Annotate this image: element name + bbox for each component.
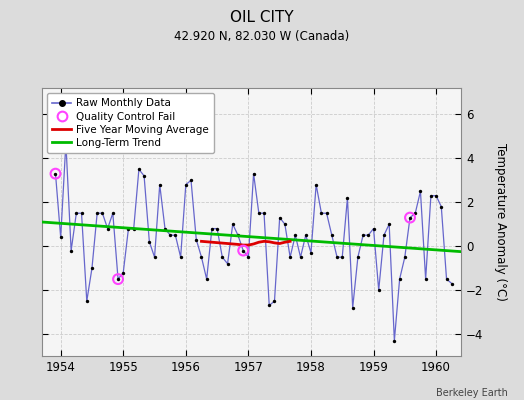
- Point: [312, 182, 320, 188]
- Point: [51, 170, 60, 177]
- Point: [135, 166, 143, 172]
- Point: [354, 254, 362, 260]
- Point: [202, 276, 211, 282]
- Point: [93, 210, 101, 216]
- Point: [385, 221, 394, 227]
- Point: [260, 210, 268, 216]
- Point: [108, 210, 117, 216]
- Point: [228, 221, 237, 227]
- Point: [375, 287, 383, 293]
- Point: [124, 225, 133, 232]
- Point: [359, 232, 367, 238]
- Point: [150, 254, 159, 260]
- Point: [182, 182, 190, 188]
- Point: [119, 269, 127, 276]
- Point: [218, 254, 226, 260]
- Y-axis label: Temperature Anomaly (°C): Temperature Anomaly (°C): [495, 143, 507, 301]
- Point: [239, 247, 247, 254]
- Point: [286, 254, 294, 260]
- Point: [67, 247, 75, 254]
- Point: [255, 210, 263, 216]
- Point: [88, 265, 96, 271]
- Point: [213, 225, 221, 232]
- Point: [103, 225, 112, 232]
- Point: [114, 276, 122, 282]
- Point: [296, 254, 304, 260]
- Point: [291, 232, 300, 238]
- Point: [192, 236, 201, 243]
- Point: [208, 225, 216, 232]
- Point: [276, 214, 284, 221]
- Point: [114, 276, 122, 282]
- Point: [270, 298, 279, 304]
- Point: [401, 254, 409, 260]
- Point: [317, 210, 325, 216]
- Text: OIL CITY: OIL CITY: [230, 10, 294, 25]
- Point: [338, 254, 346, 260]
- Point: [322, 210, 331, 216]
- Point: [156, 182, 164, 188]
- Point: [129, 225, 138, 232]
- Point: [380, 232, 388, 238]
- Point: [83, 298, 91, 304]
- Point: [161, 225, 169, 232]
- Point: [432, 192, 440, 199]
- Point: [98, 210, 106, 216]
- Point: [437, 204, 445, 210]
- Point: [307, 250, 315, 256]
- Point: [171, 232, 180, 238]
- Text: 42.920 N, 82.030 W (Canada): 42.920 N, 82.030 W (Canada): [174, 30, 350, 43]
- Point: [57, 234, 65, 240]
- Point: [396, 276, 404, 282]
- Point: [265, 302, 274, 309]
- Point: [223, 260, 232, 267]
- Point: [187, 177, 195, 184]
- Point: [447, 280, 456, 287]
- Point: [333, 254, 341, 260]
- Legend: Raw Monthly Data, Quality Control Fail, Five Year Moving Average, Long-Term Tren: Raw Monthly Data, Quality Control Fail, …: [47, 93, 214, 153]
- Point: [51, 170, 60, 177]
- Point: [411, 210, 419, 216]
- Point: [364, 232, 373, 238]
- Point: [281, 221, 289, 227]
- Point: [177, 254, 185, 260]
- Point: [302, 232, 310, 238]
- Point: [421, 276, 430, 282]
- Point: [406, 214, 414, 221]
- Point: [197, 254, 205, 260]
- Point: [427, 192, 435, 199]
- Point: [78, 210, 86, 216]
- Point: [442, 276, 451, 282]
- Point: [166, 232, 174, 238]
- Point: [416, 188, 424, 194]
- Text: Berkeley Earth: Berkeley Earth: [436, 388, 508, 398]
- Point: [234, 232, 242, 238]
- Point: [62, 140, 70, 146]
- Point: [406, 214, 414, 221]
- Point: [140, 173, 148, 179]
- Point: [239, 247, 247, 254]
- Point: [249, 170, 258, 177]
- Point: [390, 338, 399, 344]
- Point: [343, 195, 352, 201]
- Point: [72, 210, 81, 216]
- Point: [369, 225, 378, 232]
- Point: [348, 304, 357, 311]
- Point: [145, 238, 154, 245]
- Point: [328, 232, 336, 238]
- Point: [244, 254, 253, 260]
